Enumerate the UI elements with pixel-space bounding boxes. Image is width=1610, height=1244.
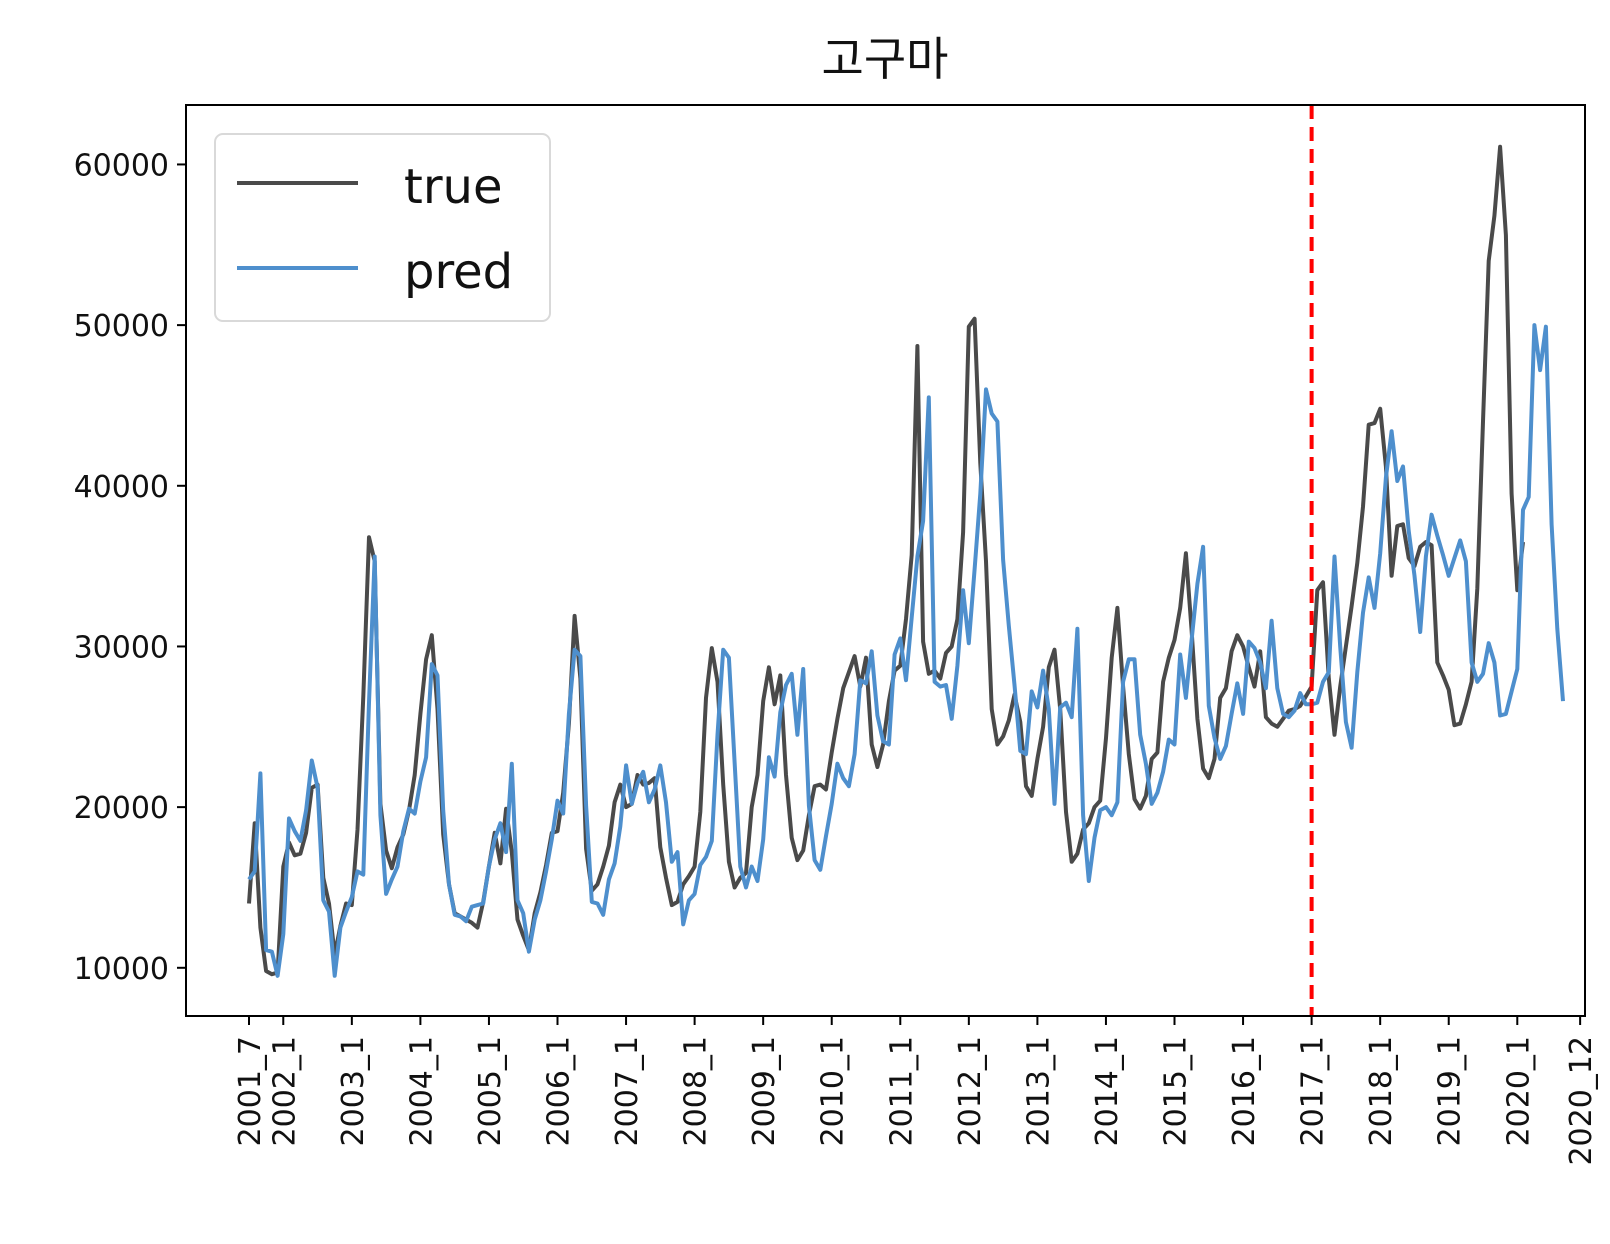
x-tick-label: 2015_1 xyxy=(1159,1036,1194,1146)
x-tick-label: 2003_1 xyxy=(336,1036,371,1146)
x-tick-label: 2005_1 xyxy=(473,1036,508,1146)
legend-label-pred: pred xyxy=(404,244,513,300)
x-tick-label: 2004_1 xyxy=(404,1036,439,1146)
chart-title: 고구마 xyxy=(822,32,949,86)
x-tick-label: 2008_1 xyxy=(679,1036,714,1146)
x-tick-label: 2017_1 xyxy=(1296,1036,1331,1146)
y-axis: 10000 20000 30000 40000 50000 60000 xyxy=(74,148,186,987)
y-tick-label: 40000 xyxy=(74,470,169,505)
x-tick-label: 2002_1 xyxy=(267,1036,302,1146)
x-tick-label: 2010_1 xyxy=(816,1036,851,1146)
y-tick-label: 10000 xyxy=(74,952,169,987)
y-tick-label: 30000 xyxy=(74,630,169,665)
x-tick-label: 2020_1 xyxy=(1501,1036,1536,1146)
legend: true pred xyxy=(214,133,551,322)
x-tick-label: 2009_1 xyxy=(747,1036,782,1146)
x-tick-label: 2006_1 xyxy=(542,1036,577,1146)
x-tick-label: 2016_1 xyxy=(1227,1036,1262,1146)
plot-frame xyxy=(185,104,1586,1017)
x-tick-label: 2012_1 xyxy=(953,1036,988,1146)
x-tick-label: 2014_1 xyxy=(1090,1036,1125,1146)
x-tick-label: 2019_1 xyxy=(1433,1036,1468,1146)
x-tick-label: 2020_12 xyxy=(1564,1036,1599,1166)
legend-label-true: true xyxy=(404,159,503,215)
y-tick-label: 60000 xyxy=(74,148,169,183)
x-tick-label: 2013_1 xyxy=(1021,1036,1056,1146)
x-tick-label: 2001_7 xyxy=(233,1036,268,1146)
x-tick-label: 2007_1 xyxy=(610,1036,645,1146)
series-line-pred xyxy=(247,323,1565,978)
y-tick-label: 20000 xyxy=(74,791,169,826)
y-tick-label: 50000 xyxy=(74,309,169,344)
plot-area xyxy=(185,104,1586,1017)
x-axis: 2001_7 2002_1 2003_1 2004_1 2005_1 2006_1 2007… xyxy=(233,1016,1599,1166)
x-tick-label: 2011_1 xyxy=(884,1036,919,1146)
legend-box xyxy=(214,133,551,322)
x-tick-label: 2018_1 xyxy=(1364,1036,1399,1146)
